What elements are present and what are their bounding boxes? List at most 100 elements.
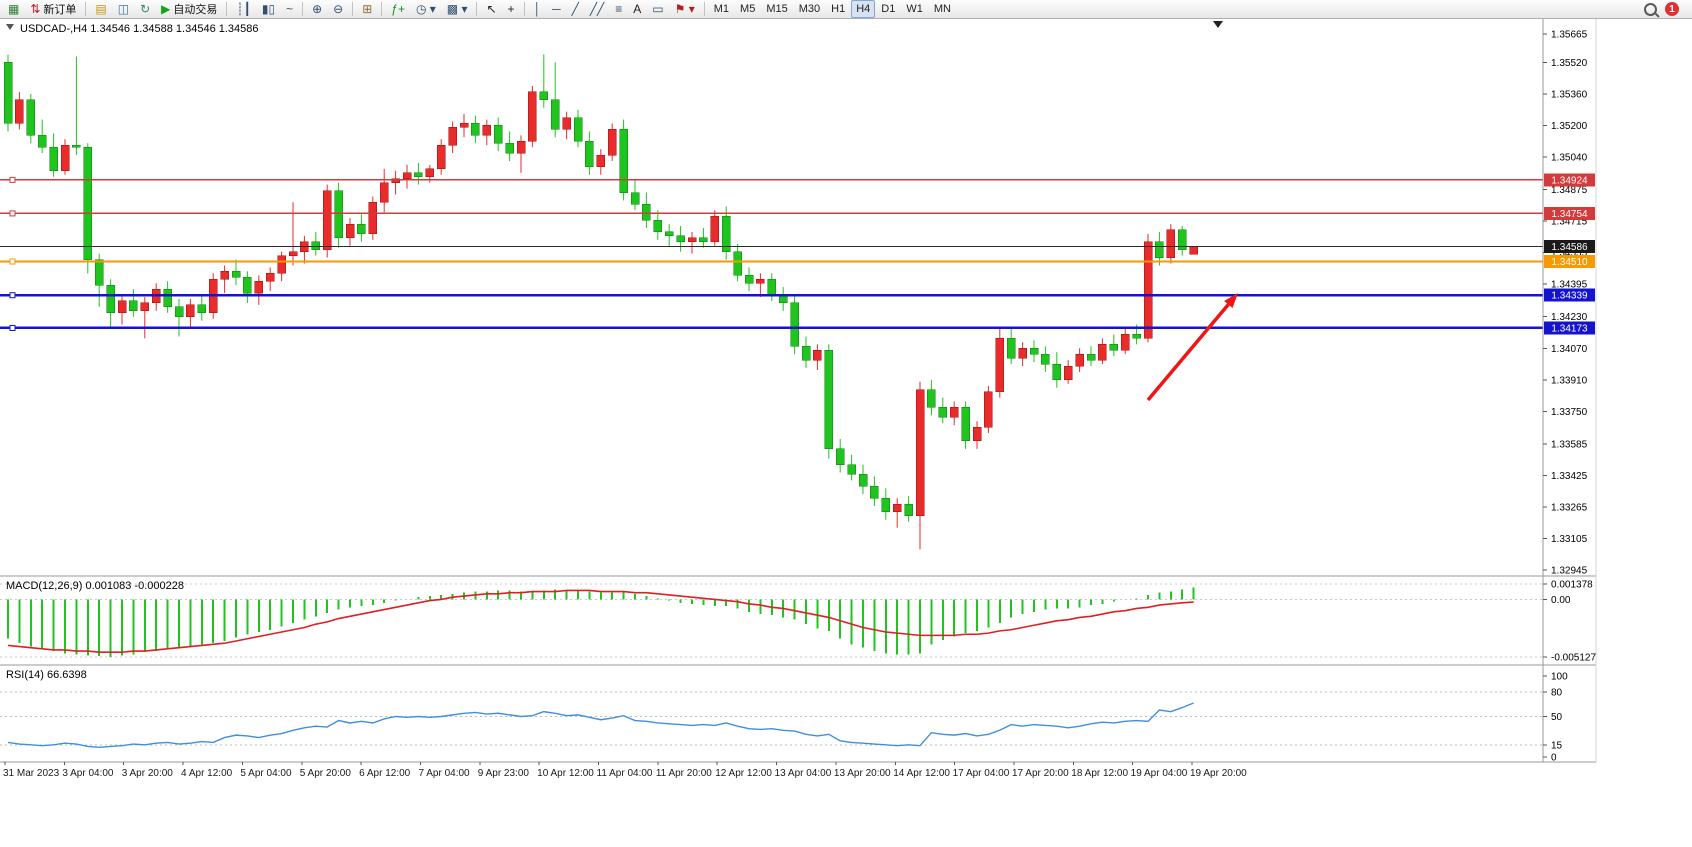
time-axis-label: 31 Mar 2023 (3, 768, 60, 779)
candle (858, 464, 868, 495)
rsi-axis-label: 50 (1551, 712, 1563, 723)
timeframe-mn-button[interactable]: MN (933, 3, 951, 15)
zoom-out-button[interactable]: ⊖ (328, 0, 348, 18)
cursor-button[interactable]: ↖ (481, 0, 501, 18)
timeframe-h4-button[interactable]: H4 (851, 0, 876, 18)
cursor-icon: ↖ (486, 2, 497, 16)
timeframe-m15-button[interactable]: M15 (766, 3, 788, 15)
charts-profile-button[interactable]: ◫ (113, 0, 134, 18)
candle (927, 379, 936, 416)
channel-button[interactable]: ╱╱ (585, 0, 609, 18)
timeframe-d1-button[interactable]: D1 (881, 3, 896, 15)
chart-canvas[interactable]: 1.35665 1.35520 1.35360 1.35200 1.35040 1.348… (0, 19, 1692, 782)
candle (15, 91, 24, 130)
text-icon: A (633, 2, 642, 16)
charts-profile-icon: ◫ (117, 2, 130, 16)
candle (448, 121, 457, 154)
channel-icon: ╱╱ (589, 2, 605, 16)
timeframe-m30-button[interactable]: M30 (798, 3, 821, 15)
candle (1041, 346, 1050, 372)
chart-region[interactable]: 1.35665 1.35520 1.35360 1.35200 1.35040 1.348… (0, 19, 1692, 787)
horizontal-level-line[interactable] (0, 324, 1543, 331)
panel-borders (0, 19, 1597, 763)
candle (311, 231, 321, 256)
candle (744, 267, 754, 292)
line-chart-button[interactable]: ~ (281, 0, 298, 18)
timeframe-m5-button[interactable]: M5 (740, 3, 756, 15)
new-chart-button[interactable]: ▦ (3, 0, 24, 18)
candle (550, 62, 560, 138)
price-axis-label: 1.35520 (1551, 58, 1588, 69)
tile-windows-button[interactable]: ⊞ (357, 0, 377, 18)
zoom-in-button[interactable]: ⊕ (307, 0, 327, 18)
text-button[interactable]: A (628, 0, 646, 18)
toolbar-separator (476, 2, 478, 16)
candle (699, 227, 708, 248)
horizontal-line-button[interactable]: ─ (547, 0, 566, 18)
profiles-button[interactable]: ▤ (90, 0, 111, 18)
candle (345, 218, 355, 246)
price-axis-label: 1.35040 (1551, 153, 1588, 164)
notification-badge[interactable]: 1 (1665, 2, 1679, 16)
price-axis-label: 1.32945 (1551, 566, 1588, 577)
candle (129, 289, 138, 317)
candle (231, 259, 241, 286)
toolbar-right: 1 (1644, 2, 1689, 16)
timeframe-w1-button[interactable]: W1 (906, 3, 923, 15)
candle (186, 298, 195, 327)
arrows-button[interactable]: ⚑ ▾ (670, 0, 700, 18)
templates-button[interactable]: ▩ ▾ (442, 0, 473, 18)
text-label-button[interactable]: ▭ (647, 0, 668, 18)
new-order-button[interactable]: ⇅ 新订单 (25, 0, 81, 18)
timeframe-h1-button[interactable]: H1 (831, 3, 846, 15)
candle (1109, 334, 1119, 357)
candle (778, 287, 788, 311)
fibonacci-button[interactable]: ≡ (610, 0, 627, 18)
vertical-line-button[interactable]: │ (529, 0, 547, 18)
candle (288, 202, 298, 266)
candle (140, 297, 150, 339)
symbol-dropdown-icon[interactable] (6, 24, 14, 30)
price-axis-label: 1.33265 (1551, 502, 1588, 513)
horizontal-level-line[interactable] (0, 176, 1543, 183)
price-axis-label: 1.35360 (1551, 89, 1588, 100)
time-axis-label: 11 Apr 20:00 (656, 768, 712, 779)
price-axis-label: 1.33425 (1551, 471, 1588, 482)
crosshair-button[interactable]: + (503, 0, 520, 18)
price-level-tag: 1.34510 (1544, 255, 1595, 269)
search-icon[interactable] (1644, 2, 1657, 16)
candle (847, 454, 856, 481)
bars-chart-button[interactable]: ┊┃ (231, 0, 255, 18)
trendline-button[interactable]: ╱ (567, 0, 584, 18)
candle (687, 231, 697, 254)
candles-chart-button[interactable]: ▮▯ (257, 0, 280, 18)
trend-arrow-annotation[interactable] (1146, 293, 1238, 402)
horizontal-level-line[interactable] (0, 258, 1543, 265)
candle (653, 210, 663, 240)
price-level-tag: 1.34754 (1544, 206, 1595, 220)
periods-button[interactable]: ◷ ▾ (411, 0, 441, 18)
candle (516, 135, 526, 173)
horizontal-level-line[interactable] (0, 292, 1543, 299)
candle (1006, 328, 1016, 365)
macd-axis-label: -0.005127 (1551, 653, 1596, 664)
macd-axis-label: 0.00 (1551, 595, 1571, 606)
horizontal-level-line[interactable] (0, 210, 1543, 217)
candle (1155, 231, 1164, 266)
price-axis-label: 1.33910 (1551, 375, 1588, 386)
indicators-button[interactable]: ƒ+ (386, 0, 410, 18)
toolbar-separator (226, 2, 228, 16)
macd-title: MACD(12,26,9) 0.001083 -0.000228 (6, 580, 184, 592)
candle (949, 401, 959, 426)
candle (1177, 226, 1187, 256)
candle (630, 178, 640, 211)
timeframe-m1-button[interactable]: M1 (713, 3, 730, 15)
tile-windows-icon: ⊞ (362, 2, 373, 16)
autotrade-button[interactable]: ▶ 自动交易 (156, 0, 222, 18)
refresh-button[interactable]: ↻ (135, 0, 155, 18)
candle (904, 496, 913, 522)
zoom-out-icon: ⊖ (333, 2, 344, 16)
candle (459, 113, 469, 138)
candle (562, 111, 571, 140)
